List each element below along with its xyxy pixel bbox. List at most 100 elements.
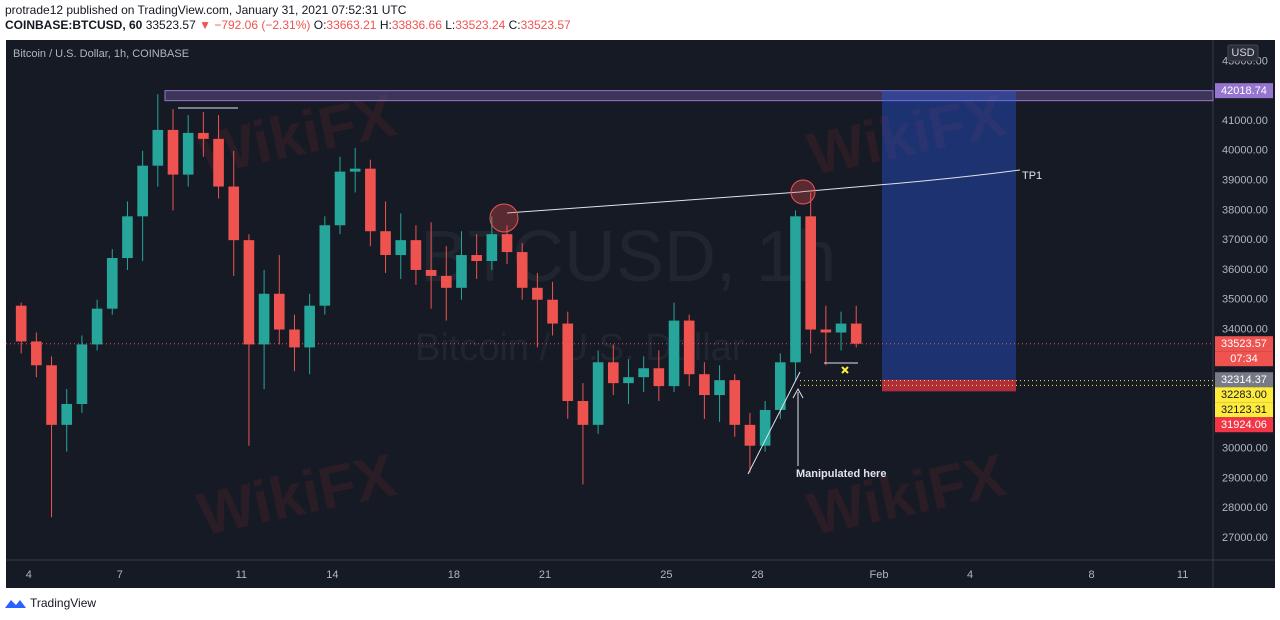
candle-body <box>714 380 725 396</box>
candle-body <box>46 365 57 425</box>
candle-body <box>699 374 710 396</box>
manipulated-label: Manipulated here <box>796 468 886 480</box>
candle-body <box>380 231 391 256</box>
y-tick-label: 35000.00 <box>1222 294 1268 306</box>
resistance-zone <box>164 90 1214 102</box>
candle-body <box>304 305 315 348</box>
y-tick-label: 29000.00 <box>1222 472 1268 484</box>
candle-body <box>623 377 634 384</box>
candle-body <box>410 240 422 270</box>
price-label-box <box>1215 387 1273 403</box>
candle-body <box>607 362 619 384</box>
o-value: 33663.21 <box>326 18 376 32</box>
candle-body <box>729 380 741 425</box>
tradingview-logo <box>5 600 26 608</box>
drawings <box>6 90 1214 392</box>
candle-body <box>182 132 194 175</box>
price-label-box <box>1215 83 1273 99</box>
candle-body <box>835 323 847 333</box>
price-label: 42018.74 <box>1221 85 1267 97</box>
tp1-label: TP1 <box>1022 170 1042 182</box>
candle-body <box>228 186 240 241</box>
highlight-circle <box>790 179 816 205</box>
candle-body <box>61 403 73 425</box>
chart-background <box>6 40 1275 588</box>
x-tick-label: 8 <box>1088 569 1094 581</box>
candle-body <box>15 305 27 342</box>
candle-body <box>638 368 649 378</box>
candle-body <box>790 216 801 363</box>
x-tick-label: 11 <box>1177 569 1188 581</box>
candle-body <box>532 287 543 300</box>
c-label: C: <box>509 18 521 32</box>
published-line: protrade12 published on TradingView.com,… <box>5 3 407 17</box>
candle-body <box>501 234 513 253</box>
candle-body <box>850 323 862 344</box>
c-value: 33523.57 <box>521 18 571 32</box>
support-line <box>747 371 801 475</box>
candle-body <box>349 168 361 172</box>
candle-body <box>744 424 756 446</box>
candle-body <box>759 409 771 446</box>
price-labels: 42018.74 33523.57 07:34 32314.37 32283.00 321… <box>1215 83 1273 433</box>
candle-body <box>516 252 528 288</box>
footer-brand: TradingView <box>30 596 96 610</box>
candle-body <box>395 240 407 256</box>
price-label: 33523.57 <box>1221 338 1267 350</box>
y-tick-label: 38000.00 <box>1222 204 1268 216</box>
highlight-circle <box>489 203 519 233</box>
target-zone <box>882 90 1016 380</box>
candle-body <box>243 240 255 345</box>
candle-body <box>122 216 133 259</box>
y-tick-label: 36000.00 <box>1222 264 1268 276</box>
x-tick-label: Feb <box>870 569 889 581</box>
candle-body <box>820 329 832 333</box>
y-tick-label: 39000.00 <box>1222 174 1268 186</box>
candle-body <box>334 171 346 226</box>
x-tick-label: 25 <box>660 569 672 581</box>
candle-body <box>774 362 786 410</box>
candle-body <box>152 129 164 166</box>
currency-button[interactable] <box>1227 44 1259 62</box>
countdown: 07:34 <box>1230 353 1258 365</box>
y-tick-label: 34000.00 <box>1222 323 1268 335</box>
candle-body <box>653 368 665 387</box>
x-tick-label: 4 <box>26 569 32 581</box>
watermark-description: Bitcoin / U.S. Dollar <box>415 327 745 369</box>
candle-body <box>106 258 118 309</box>
candle-body <box>365 168 376 232</box>
candle-body <box>137 165 148 217</box>
candle-body <box>562 323 574 402</box>
candle-body <box>805 216 816 330</box>
x-tick-label: 21 <box>539 569 551 581</box>
candle-body <box>683 320 695 375</box>
candles <box>15 94 862 518</box>
annotations <box>178 107 1021 475</box>
x-tick-label: 14 <box>326 569 338 581</box>
currency: USD <box>1231 47 1254 59</box>
chart-title: Bitcoin / U.S. Dollar, 1h, COINBASE <box>13 48 189 60</box>
price-label: 32283.00 <box>1221 389 1267 401</box>
trend-line <box>506 169 1021 214</box>
change: ▼ −792.06 (−2.31%) <box>199 18 310 32</box>
candle-body <box>258 293 270 345</box>
price-label: 32123.31 <box>1221 404 1267 416</box>
last-price: 33523.57 <box>146 18 196 32</box>
candle-body <box>289 329 300 348</box>
candle-body <box>471 255 482 262</box>
x-tick-label: 18 <box>448 569 460 581</box>
candle-body <box>440 275 452 288</box>
candle-body <box>213 138 224 187</box>
candle-body <box>456 255 467 288</box>
x-tick-label: 7 <box>117 569 123 581</box>
candle-body <box>486 234 498 262</box>
l-value: 33523.24 <box>455 18 505 32</box>
candle-body <box>425 269 437 276</box>
y-tick-label: 27000.00 <box>1222 532 1268 544</box>
candle-body <box>167 129 179 175</box>
candle-body <box>668 320 680 387</box>
candle-body <box>547 299 558 324</box>
x-tick-label: 28 <box>751 569 763 581</box>
y-tick-label: 28000.00 <box>1222 502 1268 514</box>
candle-body <box>91 308 103 345</box>
